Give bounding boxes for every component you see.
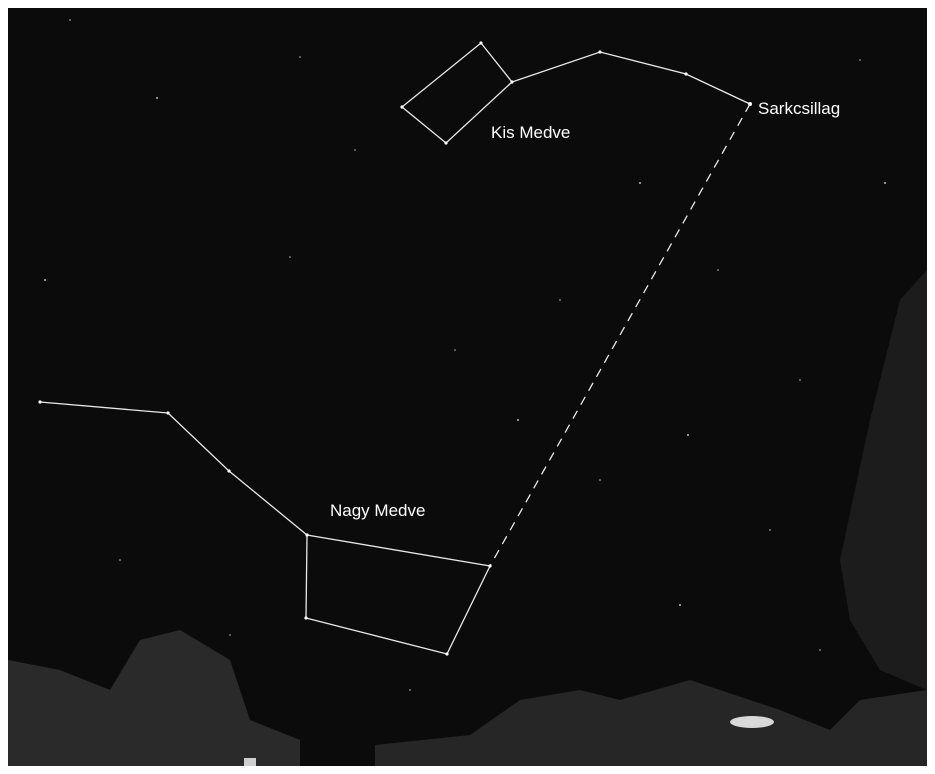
label: Sarkcsillag xyxy=(758,99,840,118)
label: Nagy Medve xyxy=(330,501,425,520)
page: Kis Medve Sarkcsillag Nagy Medve (() => … xyxy=(0,0,935,774)
label: Kis Medve xyxy=(491,123,570,142)
night-sky-photo: Kis Medve Sarkcsillag Nagy Medve xyxy=(0,0,935,774)
